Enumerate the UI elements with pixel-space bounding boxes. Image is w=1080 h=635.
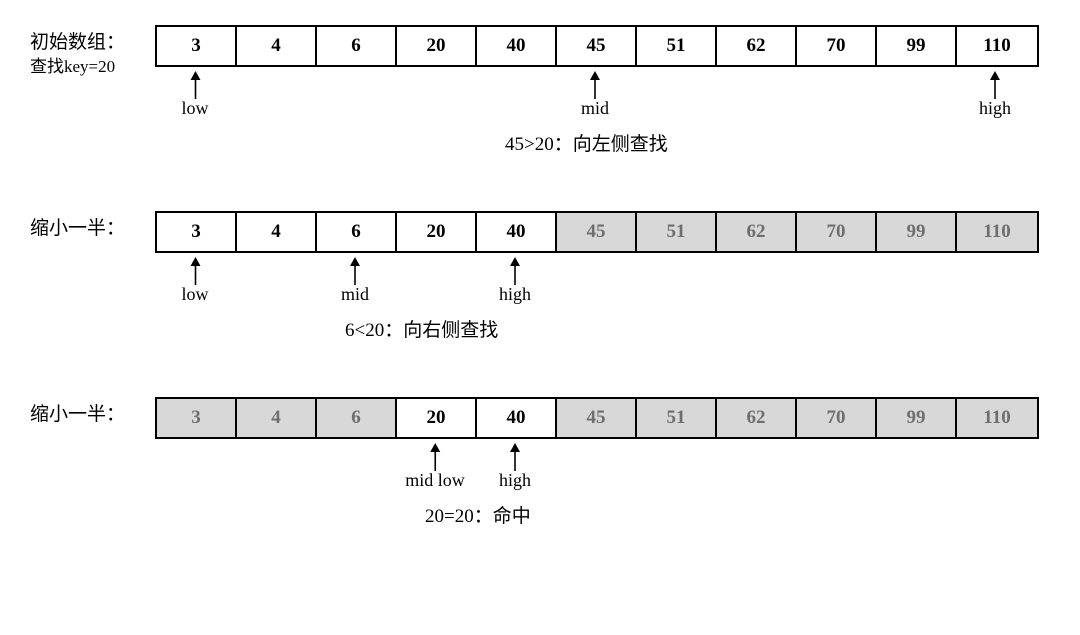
pointer-mid-low: mid low xyxy=(405,443,465,491)
pointer-mid: mid xyxy=(341,257,369,305)
array-cell: 99 xyxy=(877,399,957,437)
array-cell: 45 xyxy=(557,399,637,437)
array-cell: 40 xyxy=(477,213,557,251)
array-cells: 34620404551627099110 xyxy=(155,397,1039,439)
pointer-label: high xyxy=(499,285,531,305)
pointer-mid: mid xyxy=(581,71,609,119)
array-cell: 62 xyxy=(717,213,797,251)
array-cell: 99 xyxy=(877,27,957,65)
step-label-sub: 查找key=20 xyxy=(30,56,155,78)
pointer-high: high xyxy=(499,443,531,491)
array-cell: 6 xyxy=(317,27,397,65)
step-1: 缩小一半：34620404551627099110 low mid high 6<20：… xyxy=(30,211,1050,342)
array-cell: 4 xyxy=(237,399,317,437)
step-caption: 6<20：向右侧查找 xyxy=(155,315,1035,342)
array-cell: 45 xyxy=(557,213,637,251)
array-cell: 110 xyxy=(957,27,1037,65)
array-cell: 70 xyxy=(797,399,877,437)
pointer-row: low mid high xyxy=(155,257,1039,309)
array-cell: 6 xyxy=(317,399,397,437)
array-cell: 51 xyxy=(637,213,717,251)
pointer-label: low xyxy=(182,99,209,119)
step-2: 缩小一半：34620404551627099110 mid low high 20=2… xyxy=(30,397,1050,528)
array-cell: 20 xyxy=(397,399,477,437)
array-cell: 20 xyxy=(397,213,477,251)
array-cell: 3 xyxy=(157,27,237,65)
array-cell: 110 xyxy=(957,213,1037,251)
pointer-row: mid low high xyxy=(155,443,1039,495)
pointer-low: low xyxy=(182,257,209,305)
pointer-low: low xyxy=(182,71,209,119)
array-cell: 70 xyxy=(797,213,877,251)
pointer-label: mid low xyxy=(405,471,465,491)
pointer-row: low mid high xyxy=(155,71,1039,123)
step-label: 初始数组：查找key=20 xyxy=(30,25,155,78)
array-cell: 99 xyxy=(877,213,957,251)
array-cell: 20 xyxy=(397,27,477,65)
array-cell: 62 xyxy=(717,27,797,65)
array-wrap: 34620404551627099110 low mid high 6<20：向右侧查找 xyxy=(155,211,1039,342)
pointer-high: high xyxy=(499,257,531,305)
array-cell: 6 xyxy=(317,213,397,251)
array-cell: 110 xyxy=(957,399,1037,437)
step-label-main: 缩小一半： xyxy=(30,403,155,428)
array-cell: 45 xyxy=(557,27,637,65)
array-wrap: 34620404551627099110 low mid high 45>20：向左侧查… xyxy=(155,25,1039,156)
array-cell: 3 xyxy=(157,213,237,251)
pointer-label: low xyxy=(182,285,209,305)
array-cells: 34620404551627099110 xyxy=(155,25,1039,67)
pointer-high: high xyxy=(979,71,1011,119)
array-cell: 62 xyxy=(717,399,797,437)
array-wrap: 34620404551627099110 mid low high 20=20：命中 xyxy=(155,397,1039,528)
pointer-label: high xyxy=(499,471,531,491)
pointer-label: mid xyxy=(581,99,609,119)
array-cell: 70 xyxy=(797,27,877,65)
array-cell: 51 xyxy=(637,399,717,437)
array-cell: 40 xyxy=(477,27,557,65)
array-cell: 4 xyxy=(237,27,317,65)
step-0: 初始数组：查找key=2034620404551627099110 low mid h… xyxy=(30,25,1050,156)
step-label-main: 初始数组： xyxy=(30,31,155,56)
step-label-main: 缩小一半： xyxy=(30,217,155,242)
array-cell: 40 xyxy=(477,399,557,437)
step-caption: 45>20：向左侧查找 xyxy=(155,129,1035,156)
step-caption: 20=20：命中 xyxy=(155,501,1035,528)
step-label: 缩小一半： xyxy=(30,397,155,428)
pointer-label: high xyxy=(979,99,1011,119)
array-cell: 51 xyxy=(637,27,717,65)
array-cells: 34620404551627099110 xyxy=(155,211,1039,253)
array-cell: 4 xyxy=(237,213,317,251)
array-cell: 3 xyxy=(157,399,237,437)
step-label: 缩小一半： xyxy=(30,211,155,242)
pointer-label: mid xyxy=(341,285,369,305)
